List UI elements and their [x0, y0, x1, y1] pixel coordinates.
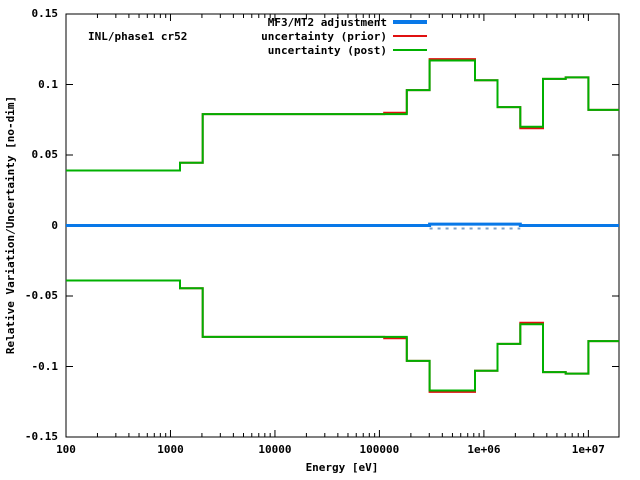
series-post-upper — [66, 59, 619, 172]
x-tick-label: 100 — [56, 443, 76, 456]
y-tick-label: -0.05 — [24, 289, 58, 302]
legend-line-sample-post — [393, 49, 427, 51]
y-tick-label: 0.05 — [31, 148, 59, 161]
x-tick-label: 1000 — [157, 443, 184, 456]
legend-label-post: uncertainty (post) — [267, 43, 387, 57]
series-post-lower — [66, 279, 619, 392]
y-tick-label: -0.15 — [24, 430, 58, 443]
legend-label-adjustment: MF3/MT2 adjustment — [267, 15, 387, 29]
x-tick-label: 100000 — [359, 443, 400, 456]
dataset-label: INL/phase1 cr52 — [88, 30, 188, 43]
legend: MF3/MT2 adjustment uncertainty (prior) u… — [180, 15, 427, 57]
legend-item-prior: uncertainty (prior) — [180, 29, 427, 43]
y-tick-label: 0.1 — [38, 77, 58, 91]
legend-label-prior: uncertainty (prior) — [261, 29, 387, 43]
x-tick-label: 10000 — [258, 443, 292, 456]
series-adjustment — [66, 222, 619, 227]
x-tick-label: 1e+06 — [467, 443, 501, 456]
legend-item-adjustment: MF3/MT2 adjustment — [180, 15, 427, 29]
y-tick-label: 0 — [51, 218, 58, 232]
legend-item-post: uncertainty (post) — [180, 43, 427, 57]
x-tick-label: 1e+07 — [571, 443, 605, 456]
legend-line-sample-adjustment — [393, 20, 427, 24]
y-tick-label: 0.15 — [31, 7, 59, 20]
x-axis-label: Energy [eV] — [305, 461, 379, 474]
y-tick-label: -0.1 — [31, 359, 59, 373]
legend-line-sample-prior — [393, 35, 427, 37]
